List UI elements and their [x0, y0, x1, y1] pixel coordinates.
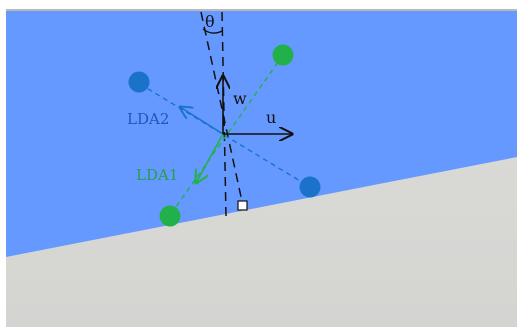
lda2-arrow [180, 107, 224, 135]
blue-point-upper-left [128, 71, 150, 93]
ground-plane [6, 157, 517, 327]
tilted-dashed-line [200, 11, 244, 207]
lda2-label: LDA2 [127, 110, 169, 128]
right-angle-marker [237, 200, 248, 211]
lda1-arrow [196, 133, 224, 183]
lda1-label: LDA1 [136, 166, 178, 184]
green-point-upper-right [272, 44, 294, 66]
top-border [6, 9, 517, 11]
lda1-dashed-line [170, 54, 284, 215]
lda2-dashed-line [139, 83, 311, 188]
green-point-lower-left [159, 205, 181, 227]
w-label: w [233, 89, 247, 108]
theta-arc [202, 28, 223, 34]
blue-point-lower-right [299, 176, 321, 198]
u-label: u [266, 108, 276, 127]
theta-label: θ [205, 12, 215, 31]
vertical-dashed-line [221, 11, 227, 217]
